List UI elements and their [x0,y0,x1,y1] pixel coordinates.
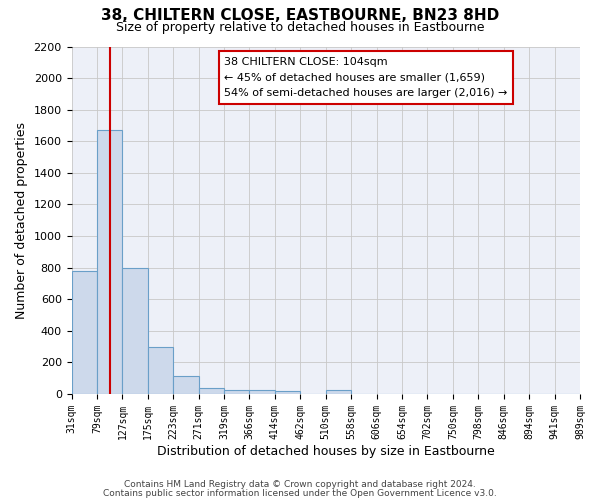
Bar [148,348,173,394]
Bar [97,130,122,394]
Bar [122,268,148,394]
Y-axis label: Number of detached properties: Number of detached properties [15,122,28,318]
Bar [224,390,250,394]
Text: 38 CHILTERN CLOSE: 104sqm
← 45% of detached houses are smaller (1,659)
54% of se: 38 CHILTERN CLOSE: 104sqm ← 45% of detac… [224,57,508,98]
Text: Contains HM Land Registry data © Crown copyright and database right 2024.: Contains HM Land Registry data © Crown c… [124,480,476,489]
X-axis label: Distribution of detached houses by size in Eastbourne: Distribution of detached houses by size … [157,444,494,458]
Bar [199,388,224,394]
Text: Contains public sector information licensed under the Open Government Licence v3: Contains public sector information licen… [103,489,497,498]
Text: Size of property relative to detached houses in Eastbourne: Size of property relative to detached ho… [116,21,484,34]
Text: 38, CHILTERN CLOSE, EASTBOURNE, BN23 8HD: 38, CHILTERN CLOSE, EASTBOURNE, BN23 8HD [101,8,499,22]
Bar [275,391,301,394]
Bar [71,271,97,394]
Bar [173,376,199,394]
Bar [326,390,351,394]
Bar [250,390,275,394]
